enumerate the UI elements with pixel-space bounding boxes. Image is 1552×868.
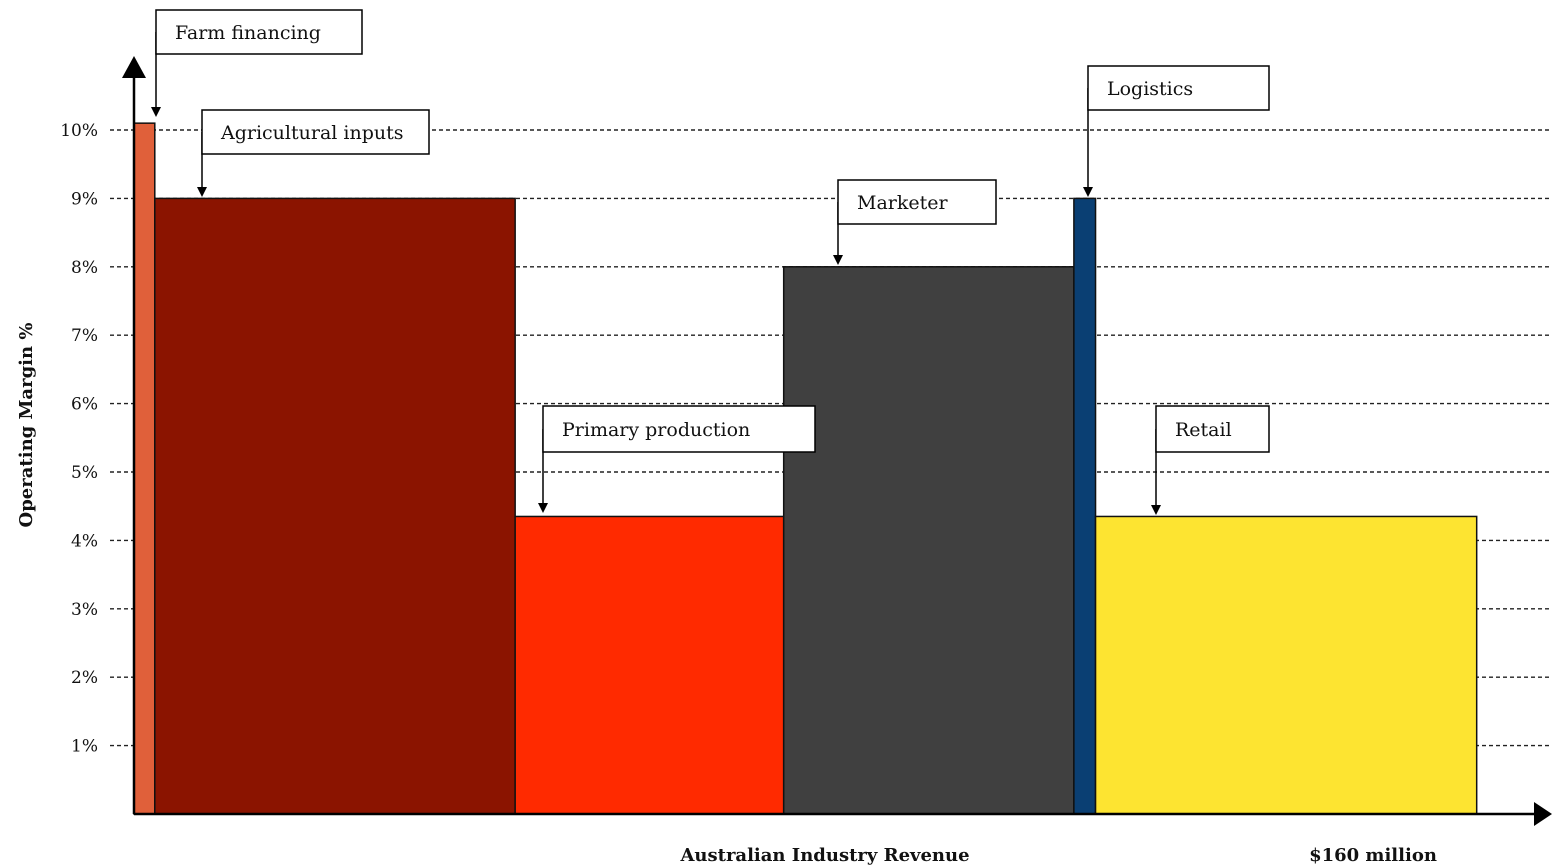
y-tick-label: 10%: [60, 121, 98, 141]
x-axis-title: Australian Industry Revenue: [679, 845, 969, 866]
callout-box-retail: [1155, 405, 1270, 453]
callout-label-logistics: Logistics: [1107, 78, 1193, 100]
y-axis-arrow: [122, 56, 146, 78]
callout-label-marketer: Marketer: [857, 192, 949, 214]
y-tick-label: 7%: [71, 326, 98, 346]
y-tick-label: 5%: [71, 463, 98, 483]
y-tick-label: 4%: [71, 531, 98, 551]
y-axis-title: Operating Margin %: [16, 323, 37, 528]
bars: [133, 122, 1478, 815]
callout-box-logistics: [1087, 65, 1270, 111]
bar-retail: [1094, 515, 1478, 815]
x-axis-end-label: $160 million: [1309, 845, 1437, 866]
callout-box-agricultural-inputs: [201, 109, 430, 155]
callout-label-farm-financing: Farm financing: [175, 22, 321, 44]
y-tick-label: 2%: [71, 668, 98, 688]
y-tick-labels: 1% 2% 3% 4% 5% 6% 7% 8% 9% 10%: [60, 121, 98, 757]
callout-label-agricultural-inputs: Agricultural inputs: [220, 122, 404, 144]
callout-label-retail: Retail: [1175, 419, 1232, 441]
y-tick-label: 1%: [71, 737, 98, 757]
y-tick-label: 6%: [71, 395, 98, 415]
y-tick-label: 3%: [71, 600, 98, 620]
bar-agricultural-inputs: [154, 197, 516, 815]
callouts: Farm financing Agricultural inputs Primary…: [151, 9, 1270, 515]
y-tick-label: 9%: [71, 189, 98, 209]
callout-box-primary-production: [542, 405, 816, 453]
axes: [122, 56, 1552, 826]
bar-logistics: [1073, 197, 1097, 815]
bar-primary-production: [514, 515, 785, 815]
callout-box-marketer: [837, 179, 997, 225]
callout-box-farm-financing: [155, 9, 363, 55]
x-axis-arrow: [1534, 802, 1552, 826]
bar-farm-financing: [133, 122, 156, 815]
bar-marketer: [782, 266, 1075, 815]
y-tick-label: 8%: [71, 258, 98, 278]
callout-label-primary-production: Primary production: [562, 419, 750, 441]
